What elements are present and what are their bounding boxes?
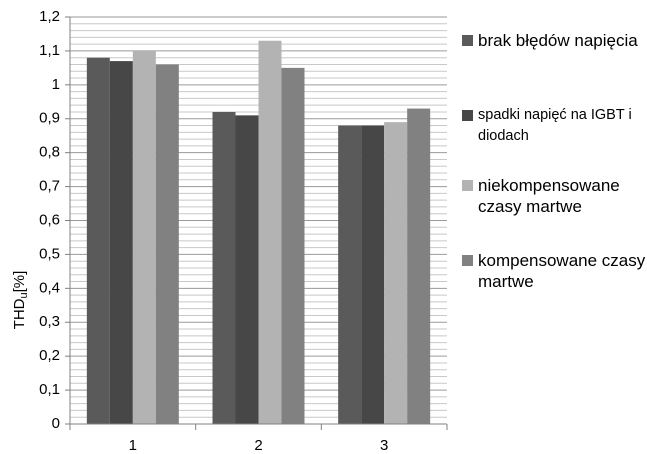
legend-item: kompensowane czasy martwe (462, 250, 647, 292)
bar (384, 122, 408, 425)
y-tick-label: 0 (52, 415, 60, 432)
y-tick-label: 0,6 (39, 211, 60, 228)
y-tick-label: 1,2 (39, 8, 60, 25)
bar (361, 125, 385, 425)
bar (132, 50, 156, 425)
legend-swatch (462, 255, 473, 266)
legend-swatch (462, 180, 473, 191)
x-tick-label: 2 (254, 437, 262, 454)
y-tick-label: 0,8 (39, 144, 60, 161)
x-tick-label: 1 (129, 437, 137, 454)
y-label-sub: u (18, 292, 30, 298)
bar (258, 40, 282, 424)
x-tick-label: 3 (380, 437, 388, 454)
y-tick-label: 0,7 (39, 178, 60, 195)
bar (86, 57, 110, 424)
bar (338, 125, 362, 425)
legend-item: spadki napięć na IGBT i diodach (462, 105, 647, 147)
y-tick-label: 0,5 (39, 245, 60, 262)
legend-swatch (462, 35, 473, 46)
y-tick-label: 0,2 (39, 347, 60, 364)
legend-swatch (462, 110, 473, 121)
y-label-main: THD (11, 298, 28, 329)
legend-label: kompensowane czasy martwe (478, 251, 646, 291)
y-tick-label: 1,1 (39, 42, 60, 59)
bar (155, 64, 179, 424)
y-axis-label: THDu[%] (11, 271, 30, 330)
legend-item: niekompensowane czasy martwe (462, 175, 647, 217)
y-tick-label: 0,9 (39, 110, 60, 127)
legend-label: niekompensowane czasy martwe (478, 176, 620, 216)
y-tick-label: 0,1 (39, 381, 60, 398)
bar (235, 115, 259, 424)
legend-label: brak błędów napięcia (478, 31, 638, 50)
bar (109, 61, 133, 424)
y-tick-label: 0,4 (39, 279, 60, 296)
y-tick-label: 1 (52, 76, 60, 93)
y-label-unit: [%] (11, 271, 28, 293)
legend-label: spadki napięć na IGBT i diodach (478, 107, 632, 144)
bar (281, 67, 305, 424)
bar (212, 111, 236, 424)
legend-item: brak błędów napięcia (462, 30, 647, 51)
bar (407, 108, 431, 424)
y-tick-label: 0,3 (39, 313, 60, 330)
